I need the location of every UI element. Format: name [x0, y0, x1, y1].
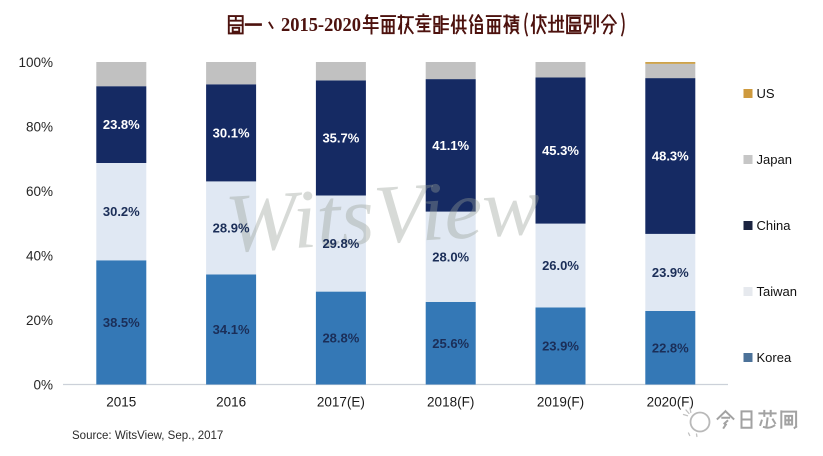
svg-text:22.8%: 22.8%: [652, 340, 689, 355]
svg-text:30.1%: 30.1%: [213, 125, 250, 140]
svg-text:0%: 0%: [33, 377, 53, 392]
svg-text:35.7%: 35.7%: [322, 131, 359, 146]
svg-text:2015-2020: 2015-2020: [281, 14, 361, 36]
svg-text:20%: 20%: [26, 313, 53, 328]
svg-text:US: US: [757, 86, 775, 101]
svg-text:2019(F): 2019(F): [537, 395, 584, 410]
svg-text:28.8%: 28.8%: [322, 331, 359, 346]
svg-text:28.0%: 28.0%: [432, 249, 469, 264]
svg-text:80%: 80%: [26, 119, 53, 134]
svg-text:Source: WitsView, Sep., 2017: Source: WitsView, Sep., 2017: [72, 430, 223, 442]
svg-text:30.2%: 30.2%: [103, 204, 140, 219]
svg-text:23.9%: 23.9%: [652, 265, 689, 280]
svg-text:2016: 2016: [216, 395, 246, 410]
svg-text:34.1%: 34.1%: [213, 322, 250, 337]
svg-text:Taiwan: Taiwan: [757, 284, 797, 299]
svg-text:45.3%: 45.3%: [542, 143, 579, 158]
svg-text:100%: 100%: [18, 55, 53, 70]
svg-text:Korea: Korea: [757, 350, 792, 365]
svg-text:60%: 60%: [26, 184, 53, 199]
svg-text:Japan: Japan: [757, 152, 792, 167]
svg-text:China: China: [757, 218, 792, 233]
svg-text:48.3%: 48.3%: [652, 149, 689, 164]
svg-text:2018(F): 2018(F): [427, 395, 474, 410]
svg-text:WitsView: WitsView: [223, 159, 543, 271]
svg-text:23.9%: 23.9%: [542, 339, 579, 354]
svg-text:2017(E): 2017(E): [317, 395, 365, 410]
svg-text:41.1%: 41.1%: [432, 138, 469, 153]
svg-text:2015: 2015: [106, 395, 136, 410]
svg-text:28.9%: 28.9%: [213, 221, 250, 236]
svg-text:2020(F): 2020(F): [647, 395, 694, 410]
svg-text:23.8%: 23.8%: [103, 117, 140, 132]
svg-text:25.6%: 25.6%: [432, 336, 469, 351]
svg-text:29.8%: 29.8%: [322, 236, 359, 251]
svg-text:40%: 40%: [26, 248, 53, 263]
svg-text:26.0%: 26.0%: [542, 258, 579, 273]
svg-text:38.5%: 38.5%: [103, 315, 140, 330]
